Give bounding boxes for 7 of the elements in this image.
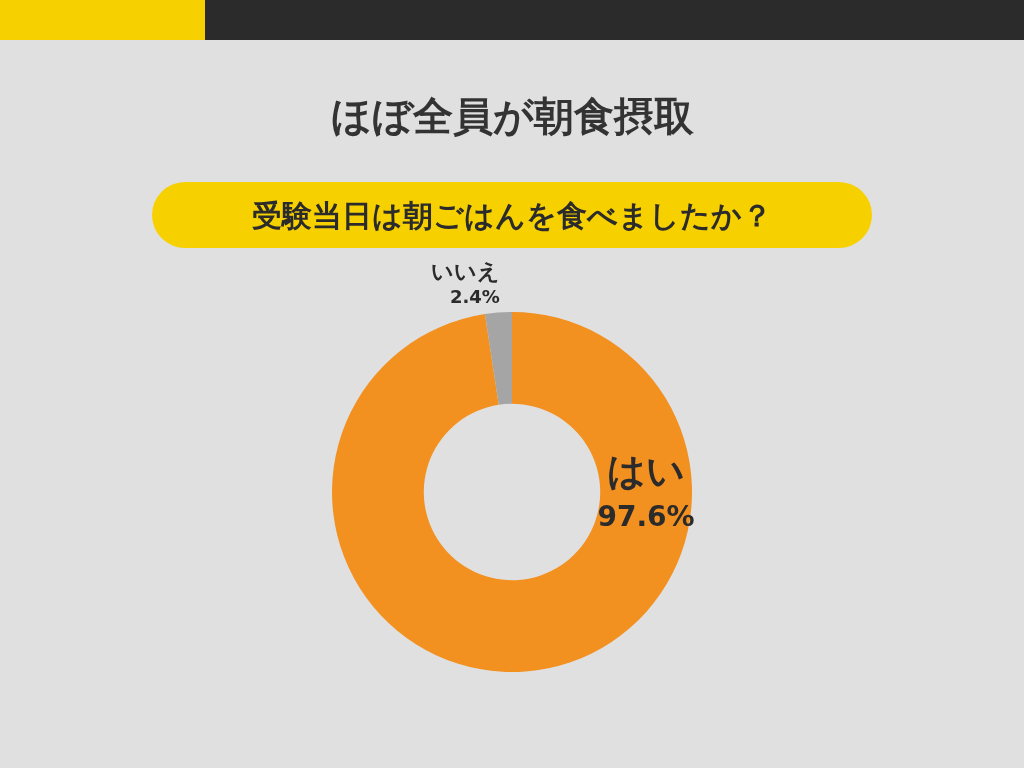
chart-subtitle: 受験当日は朝ごはんを食べましたか？ [252, 198, 772, 233]
chart-title: ほぼ全員が朝食摂取 [330, 93, 694, 139]
donut-slice [332, 312, 692, 672]
slice-label: いいえ [430, 258, 500, 284]
data-label: 2.4% [449, 285, 500, 307]
donut-slice [484, 312, 512, 405]
slice-label: はい [607, 449, 686, 493]
